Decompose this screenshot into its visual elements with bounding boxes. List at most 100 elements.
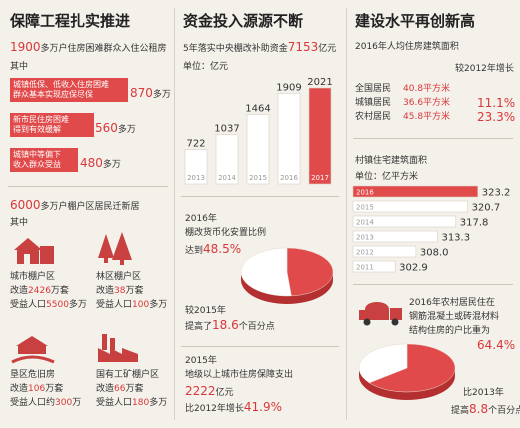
row-rural-value: 45.8平方米 bbox=[403, 112, 451, 122]
item-3-line2: 受益人口约300万 bbox=[10, 398, 82, 408]
divider bbox=[8, 186, 168, 187]
pie2-slice-0 bbox=[368, 343, 456, 393]
area-year-2016: 2016 bbox=[356, 189, 374, 197]
box-2: 新市民住房困难 得到有效缓解 bbox=[10, 113, 94, 137]
area-value-2016: 323.2 bbox=[482, 188, 511, 199]
mixer-truck-icon bbox=[359, 302, 402, 326]
divider bbox=[353, 284, 513, 285]
item-1-line2: 受益人口5500多万 bbox=[10, 300, 87, 310]
area-value-2015: 320.7 bbox=[472, 203, 501, 214]
pie1-note2: 提高了18.6个百分点 bbox=[185, 318, 275, 332]
bar-unit: 单位：亿平方米 bbox=[355, 172, 419, 182]
funding-bar-2015 bbox=[246, 114, 270, 185]
funding-unit: 单位：亿元 bbox=[183, 62, 229, 72]
section-title: 保障工程扎实推进 bbox=[10, 12, 131, 30]
funding-bar-2016 bbox=[277, 93, 301, 185]
forest-icon bbox=[98, 232, 132, 265]
item-2-line2: 受益人口100多万 bbox=[96, 300, 168, 310]
area-year-2012: 2012 bbox=[356, 249, 374, 257]
area-value-2011: 302.9 bbox=[399, 263, 428, 274]
area-title: 2016年人均住房建筑面积 bbox=[355, 42, 459, 52]
funding-value-2017: 2021 bbox=[307, 77, 332, 88]
item-2-name: 林区棚户区 bbox=[96, 272, 142, 282]
box-1: 城镇低保、低收入住房困难 群众基本实现应保尽保 bbox=[10, 78, 128, 102]
headline-text: 多万户住房困难群众入住公租房 bbox=[40, 44, 167, 54]
funding-value-2016: 1909 bbox=[276, 82, 301, 93]
divider bbox=[353, 138, 513, 139]
section2-text: 多万户棚户区居民迁新居 bbox=[40, 202, 140, 212]
pie-chart-rural-housing bbox=[358, 343, 456, 400]
box-1-line2: 群众基本实现应保尽保 bbox=[13, 90, 93, 99]
area-bar-2011 bbox=[352, 260, 396, 273]
funding-value-2013: 722 bbox=[186, 139, 205, 150]
box-2-line2: 得到有效缓解 bbox=[13, 125, 61, 134]
area-year-2011: 2011 bbox=[356, 264, 374, 272]
row-rural-name: 农村居民 bbox=[355, 112, 392, 122]
row-urban-name: 城镇居民 bbox=[355, 98, 392, 108]
item-3-line1: 改造106万套 bbox=[10, 384, 64, 394]
funding-year-2013: 2013 bbox=[187, 174, 205, 182]
funding-subtitle: 5年落实中央棚改补助资金7153亿元 bbox=[183, 40, 337, 54]
box-2-line1: 新市民住房困难 bbox=[13, 115, 69, 124]
section2-number: 6000 bbox=[10, 198, 41, 212]
expense-value: 2222亿元 bbox=[185, 384, 234, 398]
pie2-value: 64.4% bbox=[477, 338, 516, 352]
box-1-value: 870多万 bbox=[130, 86, 171, 100]
pie1-label: 棚改货币化安置比例 bbox=[185, 228, 267, 238]
section2-sub: 其中 bbox=[10, 218, 29, 228]
farm-icon bbox=[11, 336, 55, 364]
box-3: 城镇中等偏下 收入群众受益 bbox=[10, 148, 78, 172]
row-national-name: 全国居民 bbox=[355, 84, 392, 94]
item-4-name: 国有工矿棚户区 bbox=[96, 370, 160, 380]
pie1-value: 达到48.5% bbox=[185, 242, 242, 256]
box-3-value: 480多万 bbox=[80, 156, 121, 170]
box-3-line1: 城镇中等偏下 bbox=[13, 150, 61, 159]
area-bar-2016 bbox=[352, 185, 479, 198]
row-urban-value: 36.6平方米 bbox=[403, 98, 451, 108]
pie-chart-monetization bbox=[240, 247, 334, 304]
row-national-value: 40.8平方米 bbox=[403, 84, 451, 94]
expense-year: 2015年 bbox=[185, 356, 217, 366]
funding-value-2015: 1464 bbox=[245, 103, 270, 114]
area-year-2013: 2013 bbox=[356, 234, 374, 242]
sub-label: 其中 bbox=[10, 62, 29, 72]
pie2-slice-1 bbox=[358, 343, 408, 384]
pie2-line3: 结构住房的户比重为 bbox=[409, 326, 491, 336]
pie1-year: 2016年 bbox=[185, 214, 217, 224]
section2-headline: 6000多万户棚户区居民迁新居 bbox=[10, 198, 140, 213]
area-bar-2012 bbox=[352, 245, 417, 258]
item-4-line1: 改造66万套 bbox=[96, 384, 144, 394]
funding-bar-2014 bbox=[215, 134, 239, 185]
pie1-note1: 较2015年 bbox=[185, 306, 226, 316]
funding-bar-2013 bbox=[184, 149, 208, 185]
pie2-note2: 提高8.8个百分点 bbox=[451, 402, 520, 416]
compare-header: 较2012年增长 bbox=[455, 64, 514, 74]
funding-year-2015: 2015 bbox=[249, 174, 267, 182]
divider bbox=[181, 196, 339, 197]
funding-bar-chart: 722 2013 1037 2014 1464 2015 1909 2016 2021 2017 bbox=[184, 77, 333, 185]
funding-year-2017: 2017 bbox=[311, 174, 329, 182]
area-value-2012: 308.0 bbox=[420, 248, 449, 259]
area-bar-2013 bbox=[352, 230, 438, 243]
item-1-line1: 改造2426万套 bbox=[10, 286, 69, 296]
box-3-line2: 收入群众受益 bbox=[13, 160, 61, 169]
item-2-line1: 改造38万套 bbox=[96, 286, 144, 296]
area-bar-2014 bbox=[352, 215, 457, 228]
box-2-value: 560多万 bbox=[95, 121, 136, 135]
row-national-growth: 11.1% bbox=[477, 96, 516, 110]
funding-year-2016: 2016 bbox=[280, 174, 298, 182]
column-funding: 资金投入源源不断 5年落实中央棚改补助资金7153亿元 单位：亿元 722 201… bbox=[175, 0, 345, 428]
area-value-2013: 313.3 bbox=[441, 233, 470, 244]
column-divider-1 bbox=[174, 8, 175, 420]
expense-label: 地级以上城市住房保障支出 bbox=[185, 370, 294, 380]
pie2-note1: 比2013年 bbox=[463, 388, 504, 398]
headline-number: 1900 bbox=[10, 40, 41, 54]
section-title: 建设水平再创新高 bbox=[355, 12, 476, 30]
funding-year-2014: 2014 bbox=[218, 174, 236, 182]
area-bar-2015 bbox=[352, 200, 468, 213]
area-value-2014: 317.8 bbox=[460, 218, 489, 229]
factory-icon bbox=[98, 334, 138, 362]
bar-title: 村镇住宅建筑面积 bbox=[355, 156, 428, 166]
area-year-2014: 2014 bbox=[356, 219, 374, 227]
item-4-line2: 受益人口180多万 bbox=[96, 398, 168, 408]
